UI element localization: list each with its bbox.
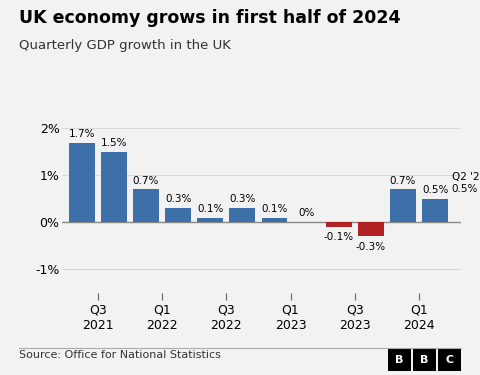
Bar — [326, 222, 351, 227]
Text: 0.3%: 0.3% — [229, 194, 255, 204]
Text: Q2 '24
0.5%: Q2 '24 0.5% — [452, 172, 480, 194]
Text: C: C — [445, 355, 453, 364]
Text: B: B — [395, 355, 404, 364]
Text: Source: Office for National Statistics: Source: Office for National Statistics — [19, 350, 221, 360]
Text: -0.3%: -0.3% — [356, 242, 386, 252]
Text: 0.7%: 0.7% — [133, 176, 159, 186]
Text: 0.1%: 0.1% — [197, 204, 223, 214]
Text: -0.1%: -0.1% — [324, 232, 354, 243]
Text: B: B — [420, 355, 429, 364]
Bar — [197, 217, 223, 222]
Bar — [422, 199, 448, 222]
Bar — [358, 222, 384, 236]
Text: Quarterly GDP growth in the UK: Quarterly GDP growth in the UK — [19, 39, 231, 53]
Text: 0.1%: 0.1% — [261, 204, 288, 214]
Bar — [133, 189, 159, 222]
Text: 1.5%: 1.5% — [100, 138, 127, 148]
Bar — [69, 142, 95, 222]
Bar — [390, 189, 416, 222]
Bar — [262, 217, 288, 222]
Text: 0.7%: 0.7% — [390, 176, 416, 186]
Bar — [101, 152, 127, 222]
Bar — [229, 208, 255, 222]
Text: 1.7%: 1.7% — [69, 129, 95, 139]
Text: 0.5%: 0.5% — [422, 185, 448, 195]
Text: 0.3%: 0.3% — [165, 194, 191, 204]
Text: 0%: 0% — [299, 209, 315, 218]
Text: UK economy grows in first half of 2024: UK economy grows in first half of 2024 — [19, 9, 401, 27]
Bar — [165, 208, 191, 222]
